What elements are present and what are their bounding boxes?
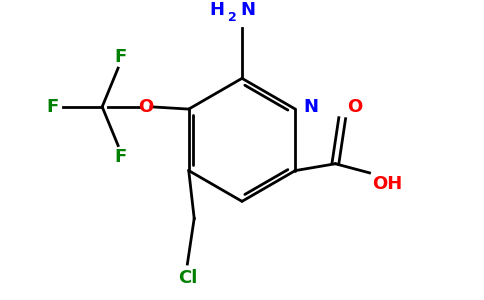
- Text: Cl: Cl: [178, 268, 197, 286]
- Text: N: N: [240, 1, 255, 19]
- Text: F: F: [114, 148, 126, 166]
- Text: H: H: [210, 1, 225, 19]
- Text: O: O: [138, 98, 153, 116]
- Text: OH: OH: [372, 175, 402, 193]
- Text: 2: 2: [227, 11, 236, 24]
- Text: N: N: [303, 98, 318, 116]
- Text: F: F: [46, 98, 59, 116]
- Text: F: F: [114, 48, 126, 66]
- Text: O: O: [347, 98, 362, 116]
